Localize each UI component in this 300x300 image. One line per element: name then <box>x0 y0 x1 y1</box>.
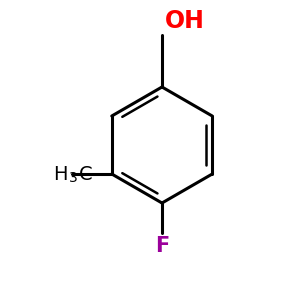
Text: OH: OH <box>165 9 205 33</box>
Text: F: F <box>155 236 169 256</box>
Text: C: C <box>79 164 92 184</box>
Text: 3: 3 <box>69 170 77 184</box>
Text: H: H <box>53 164 68 184</box>
